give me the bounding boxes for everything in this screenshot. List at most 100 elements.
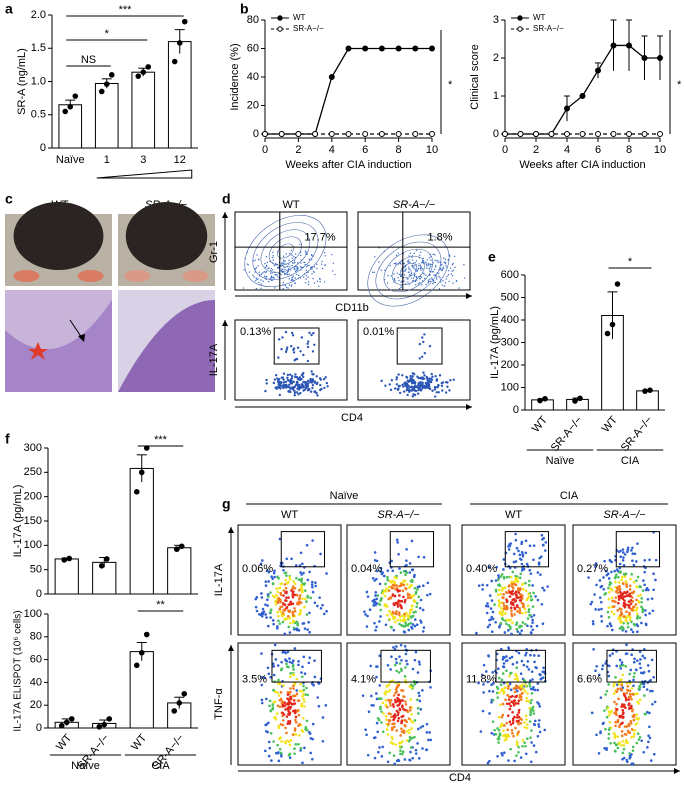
flow-dot xyxy=(279,611,282,614)
flow-dot xyxy=(394,595,397,598)
flow-dot xyxy=(272,269,273,270)
series-marker xyxy=(580,94,585,99)
flow-dot xyxy=(302,693,305,696)
flow-dot xyxy=(639,658,642,661)
flow-dot xyxy=(607,683,610,686)
flow-dot xyxy=(284,385,286,387)
flow-dot xyxy=(651,597,654,600)
flow-dot xyxy=(502,658,505,661)
flow-dot xyxy=(436,278,437,279)
flow-dot xyxy=(509,683,512,686)
flow-dot xyxy=(304,389,306,391)
bar xyxy=(637,391,659,410)
flow-dot xyxy=(382,702,385,705)
flow-dot xyxy=(643,685,646,688)
series-marker xyxy=(346,46,351,51)
flow-dot xyxy=(426,377,428,379)
flow-dot xyxy=(516,716,519,719)
flow-dot xyxy=(640,672,643,675)
flow-dot xyxy=(524,623,527,626)
flow-dot xyxy=(516,740,519,743)
flow-dot xyxy=(278,694,281,697)
flow-dot xyxy=(613,701,616,704)
flow-dot xyxy=(640,597,643,600)
flow-dot xyxy=(380,597,383,600)
flow-dot xyxy=(407,629,410,632)
flow-dot xyxy=(410,270,411,271)
flow-dot xyxy=(511,621,514,624)
flow-dot xyxy=(646,746,649,749)
flow-dot xyxy=(533,744,536,747)
mouse-paw xyxy=(78,270,104,282)
flow-dot xyxy=(324,376,326,378)
flow-dot xyxy=(295,620,298,623)
flow-dot xyxy=(654,701,657,704)
data-point xyxy=(101,722,107,728)
flow-dot xyxy=(409,608,412,611)
flow-dot xyxy=(625,699,628,702)
x-tick-label: 6 xyxy=(595,144,601,156)
flow-dot xyxy=(294,719,297,722)
flow-dot xyxy=(614,581,617,584)
series-marker xyxy=(611,43,616,48)
flow-dot xyxy=(503,691,506,694)
flow-dot xyxy=(381,755,384,758)
flow-dot xyxy=(394,692,397,695)
flow-dot xyxy=(631,559,634,562)
flow-dot xyxy=(287,379,289,381)
flow-dot xyxy=(297,347,299,349)
flow-dot xyxy=(289,753,292,756)
flow-dot xyxy=(423,258,424,259)
flow-dot xyxy=(280,740,283,743)
flow-dot xyxy=(289,622,292,625)
y-tick-label: 60 xyxy=(30,654,42,666)
flow-dot xyxy=(394,664,397,667)
flow-dot xyxy=(486,612,489,615)
flow-dot xyxy=(295,628,298,631)
flow-dot xyxy=(265,272,266,273)
flow-dot xyxy=(397,277,398,278)
flow-dot xyxy=(508,698,511,701)
flow-dot xyxy=(388,383,390,385)
flow-dot xyxy=(446,278,447,279)
flow-dot xyxy=(610,727,613,730)
flow-dot xyxy=(643,571,646,574)
flow-dot xyxy=(395,378,397,380)
flow-dot xyxy=(399,619,402,622)
flow-dot xyxy=(411,757,414,760)
flow-dot xyxy=(284,267,285,268)
flow-dot xyxy=(308,631,311,634)
flow-dot xyxy=(507,585,510,588)
flow-dot xyxy=(303,747,306,750)
flow-dot xyxy=(399,274,400,275)
flow-dot xyxy=(514,696,517,699)
flow-dot xyxy=(448,281,449,282)
flow-dot xyxy=(600,608,603,611)
flow-dot xyxy=(314,585,317,588)
flow-dot xyxy=(289,373,291,375)
flow-dot xyxy=(408,729,411,732)
flow-dot xyxy=(464,277,465,278)
flow-dot xyxy=(405,564,408,567)
flow-dot xyxy=(291,332,293,334)
flow-dot xyxy=(305,600,308,603)
flow-dot xyxy=(403,719,406,722)
flow-dot xyxy=(511,732,514,735)
x-tick-label: 6 xyxy=(362,144,368,156)
series-marker xyxy=(430,46,435,51)
flow-dot xyxy=(265,379,267,381)
flow-dot xyxy=(621,721,624,724)
flow-dot xyxy=(300,386,302,388)
flow-dot xyxy=(363,610,366,613)
flow-dot xyxy=(261,559,264,562)
flow-dot xyxy=(621,709,624,712)
significance-label: * xyxy=(448,79,453,91)
flow-dot xyxy=(307,346,309,348)
flow-dot xyxy=(500,575,503,578)
data-point xyxy=(177,40,183,46)
flow-dot xyxy=(511,593,514,596)
flow-dot xyxy=(415,605,418,608)
flow-dot xyxy=(311,586,314,589)
flow-dot xyxy=(395,262,396,263)
flow-dot xyxy=(418,663,421,666)
